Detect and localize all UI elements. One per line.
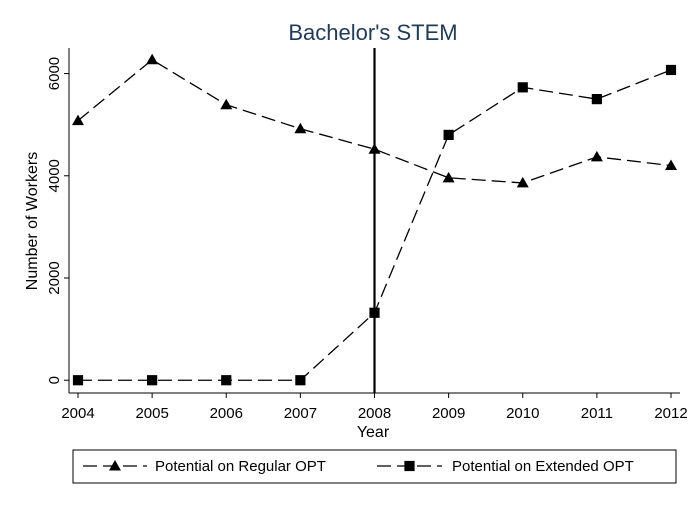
legend-label: Potential on Extended OPT (452, 458, 634, 475)
chart-title: Bachelor's STEM (288, 20, 457, 45)
y-tick-label: 4000 (46, 159, 63, 192)
series-line (77, 58, 672, 184)
data-point (590, 150, 603, 162)
data-point (517, 82, 528, 93)
data-point (368, 143, 381, 154)
legend-entry: Potential on Extended OPT (377, 458, 634, 475)
data-point (516, 176, 529, 188)
x-tick-label: 2009 (432, 405, 465, 422)
data-point (294, 122, 307, 134)
data-point (665, 64, 677, 76)
x-tick-label: 2008 (358, 405, 391, 422)
data-point (147, 375, 158, 386)
y-axis-label: Number of Workers (24, 152, 41, 290)
data-point (442, 171, 455, 183)
series-layer (72, 53, 677, 386)
series-regular-opt (72, 53, 677, 188)
x-tick-label: 2011 (581, 405, 613, 422)
data-point (221, 375, 232, 386)
data-point (443, 129, 454, 140)
data-point (72, 114, 84, 126)
data-point (369, 307, 380, 318)
x-tick-label: 2005 (135, 405, 168, 422)
data-point (220, 98, 233, 110)
legend-marker (404, 460, 415, 472)
y-tick-label: 0 (46, 376, 63, 384)
data-point (146, 53, 159, 65)
legend-box (72, 449, 677, 484)
y-axis: 0 2000 4000 6000 (46, 57, 69, 384)
y-tick-label: 2000 (46, 261, 63, 294)
data-point (665, 159, 677, 171)
legend-marker (109, 460, 121, 471)
x-axis-label: Year (357, 424, 390, 441)
data-point (72, 375, 84, 386)
x-tick-label: 2004 (61, 405, 94, 422)
x-tick-label: 2012 (654, 405, 687, 422)
legend: Potential on Regular OPT Potential on Ext… (72, 449, 677, 484)
data-point (591, 94, 602, 105)
series-extended-opt (72, 64, 677, 386)
legend-label: Potential on Regular OPT (155, 458, 326, 475)
x-tick-label: 2007 (284, 405, 317, 422)
x-tick-label: 2006 (210, 405, 243, 422)
x-axis: 2004 2005 2006 2007 2008 2009 2010 2011 2012 (61, 393, 688, 422)
y-tick-label: 6000 (46, 57, 63, 90)
x-tick-label: 2010 (506, 405, 539, 422)
data-point (295, 375, 306, 386)
legend-entry: Potential on Regular OPT (83, 458, 326, 475)
